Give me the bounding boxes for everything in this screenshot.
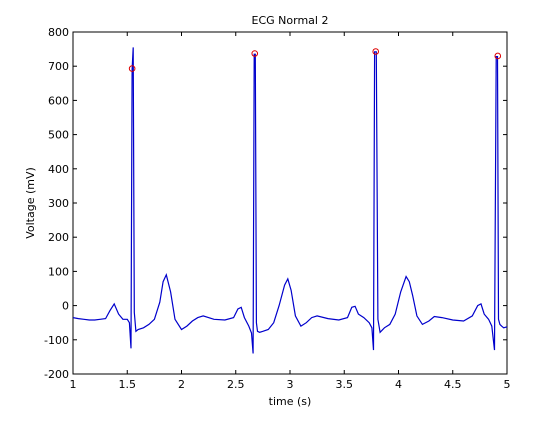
x-tick-label: 2.5 — [227, 378, 245, 391]
x-tick-label: 1 — [70, 378, 77, 391]
chart-title: ECG Normal 2 — [252, 14, 329, 27]
x-tick-label: 3.5 — [336, 378, 354, 391]
peak-marker — [128, 65, 136, 72]
x-tick-label: 3 — [287, 378, 294, 391]
x-tick-label: 5 — [504, 378, 511, 391]
x-tick-label: 1.5 — [119, 378, 137, 391]
y-tick-label: 0 — [62, 300, 69, 313]
x-axis-label: time (s) — [269, 395, 312, 408]
plot-area — [72, 31, 508, 375]
peak-marker — [494, 52, 502, 60]
y-tick-label: 300 — [48, 197, 69, 210]
y-tick-label: 500 — [48, 129, 69, 142]
peak-marker — [251, 50, 259, 57]
x-tick-label: 4.5 — [444, 378, 462, 391]
y-tick-label: 600 — [48, 94, 69, 107]
x-axis: 1 1.5 2 2.5 3 3.5 4 4.5 5 — [70, 32, 511, 391]
y-tick-label: -200 — [44, 368, 69, 381]
y-tick-label: -100 — [44, 334, 69, 347]
peak-markers — [128, 48, 502, 72]
y-tick-label: 700 — [48, 60, 69, 73]
y-tick-label: 800 — [48, 26, 69, 39]
x-tick-label: 2 — [178, 378, 185, 391]
peak-marker — [372, 48, 380, 55]
y-tick-label: 400 — [48, 163, 69, 176]
y-tick-label: 100 — [48, 265, 69, 278]
ecg-series-line — [72, 47, 508, 354]
y-tick-label: 200 — [48, 231, 69, 244]
y-axis-label: Voltage (mV) — [24, 167, 37, 239]
y-axis: -200 -100 0 100 200 300 400 500 600 700 800 — [44, 26, 507, 381]
x-tick-label: 4 — [395, 378, 402, 391]
